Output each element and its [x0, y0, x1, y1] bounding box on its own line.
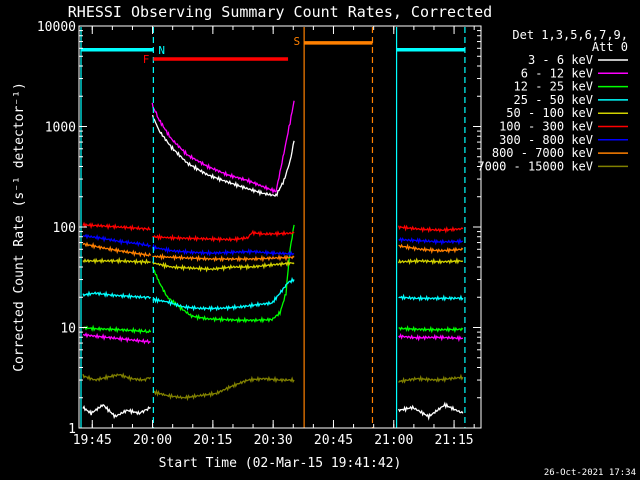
legend-entry-label: 50 - 100 keV [506, 106, 593, 120]
series-line [83, 233, 151, 248]
series-line [152, 229, 295, 243]
series-line [82, 403, 151, 420]
legend-entry-label: 300 - 800 keV [499, 133, 593, 147]
y-axis-label: Corrected Count Rate (s⁻¹ detector⁻¹) [12, 82, 27, 372]
series-line [82, 221, 151, 232]
legend-header-line-1: Det 1,3,5,6,7,9, [512, 28, 628, 42]
legend-header-line-2: Att 0 [592, 40, 628, 54]
y-tick-label: 1000 [45, 121, 76, 136]
axis-layer: 19:45 20:00 20:15 20:30 20:45 21:00 21:15 1 10 10… [37, 20, 481, 448]
legend-entry-label: 6 - 12 keV [521, 66, 593, 80]
series-line [398, 401, 464, 421]
series-line [397, 257, 464, 266]
series-line [82, 241, 152, 258]
x-tick-label: 21:00 [374, 433, 413, 448]
series-25-50-kev [82, 276, 464, 313]
series-800-7000-kev [82, 241, 464, 263]
series-line [82, 290, 152, 300]
series-line [82, 324, 152, 335]
series-6-12-kev [82, 100, 463, 345]
series-line [398, 332, 463, 343]
y-tick-label: 10 [60, 322, 76, 337]
footer-date: 26-Oct-2021 17:34 [544, 468, 636, 478]
legend-entry-label: 3 - 6 keV [528, 53, 593, 67]
series-line [398, 236, 463, 246]
y-tick-label: 10000 [37, 20, 76, 35]
series-line [82, 372, 152, 383]
x-tick-label: 20:15 [193, 433, 232, 448]
legend-entry-label: 800 - 7000 keV [492, 146, 593, 160]
series-line [398, 373, 464, 384]
flag-label: F [143, 53, 150, 66]
chart-title: RHESSI Observing Summary Count Rates, Co… [68, 3, 492, 21]
series-line [151, 114, 295, 198]
series-line [152, 375, 295, 402]
series-3-6-kev [82, 114, 464, 421]
series-7000-15000-kev [82, 372, 464, 402]
legend-entry-label: 7000 - 15000 keV [477, 159, 593, 173]
flag-label: S [293, 35, 300, 48]
x-tick-label: 20:45 [314, 433, 353, 448]
x-tick-label: 21:15 [434, 433, 473, 448]
x-tick-label: 19:45 [73, 433, 112, 448]
series-line [82, 256, 151, 266]
series-line [82, 332, 151, 345]
x-axis-label: Start Time (02-Mar-15 19:41:42) [159, 456, 402, 471]
series-line [151, 243, 295, 258]
series-line [152, 259, 295, 273]
legend-entry-label: 12 - 25 keV [514, 80, 593, 94]
series-line [397, 224, 464, 234]
series-line [398, 243, 464, 255]
x-tick-label: 20:30 [254, 433, 293, 448]
series-50-100-kev [82, 256, 464, 273]
x-tick-label: 20:00 [133, 433, 172, 448]
series-line [398, 324, 464, 334]
flag-label: N [158, 44, 165, 57]
series-layer [82, 100, 464, 421]
series-line [151, 100, 295, 195]
y-tick-label: 1 [68, 422, 76, 437]
series-line [152, 276, 295, 313]
series-line [152, 252, 295, 263]
series-line [398, 293, 464, 302]
series-300-800-kev [83, 233, 463, 258]
y-tick-label: 100 [53, 221, 76, 236]
legend-entry-label: 100 - 300 keV [499, 120, 593, 134]
legend-entry-label: 25 - 50 keV [514, 93, 593, 107]
series-100-300-kev [82, 221, 464, 243]
